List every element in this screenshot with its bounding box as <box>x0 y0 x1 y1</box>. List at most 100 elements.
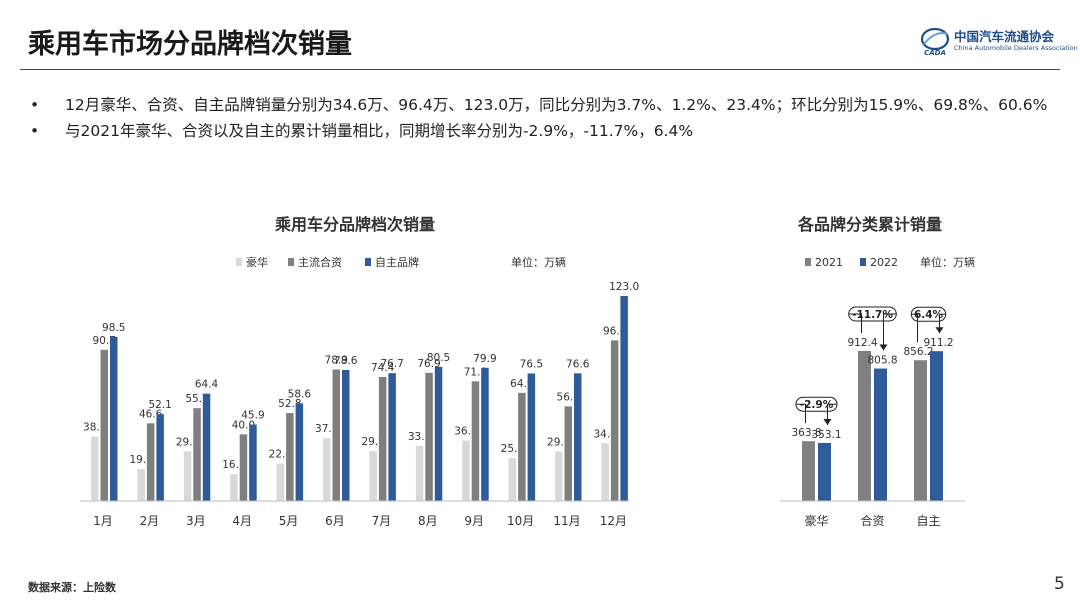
growth-label: -2.9% <box>800 399 834 411</box>
data-label: 64.4 <box>195 379 219 391</box>
x-tick-label: 9月 <box>464 514 484 528</box>
bar <box>434 366 443 501</box>
bar <box>332 369 340 501</box>
legend-label: 主流合资 <box>298 255 342 269</box>
bar <box>91 436 99 501</box>
data-label: 78.6 <box>334 355 358 367</box>
growth-bracket <box>911 313 918 343</box>
bullet-item: 12月豪华、合资、自主品牌销量分别为34.6万、96.4万、123.0万，同比分… <box>30 92 1060 118</box>
growth-annotations: -2.9% -11.7% 6.4% <box>795 306 947 425</box>
bar <box>369 451 377 501</box>
x-tick-label: 6月 <box>325 514 345 528</box>
x-tick-label: 12月 <box>600 514 627 528</box>
chart-legend: 2021 2022 <box>805 256 898 269</box>
bar <box>601 443 609 501</box>
bar <box>156 414 164 501</box>
bar <box>481 367 489 501</box>
legend-swatch <box>236 258 242 266</box>
x-tick-label: 豪华 <box>804 513 828 528</box>
bar <box>574 373 582 501</box>
chart-title: 乘用车分品牌档次销量 <box>274 215 435 234</box>
bar <box>193 408 201 501</box>
bar <box>110 336 118 501</box>
logo-mark: CADA <box>924 49 946 57</box>
bar <box>564 406 572 501</box>
data-label: 98.5 <box>102 322 125 334</box>
data-label: 353.1 <box>811 429 841 441</box>
x-tick-label: 自主 <box>916 514 940 528</box>
bar <box>527 373 536 501</box>
growth-box <box>910 306 947 322</box>
x-tick-label: 11月 <box>553 514 580 528</box>
legend-label: 豪华 <box>246 255 268 269</box>
bar <box>183 451 192 501</box>
bar <box>146 423 155 501</box>
bar <box>425 372 433 501</box>
chart-bars: 38.690.798.519.246.652.129.855.764.416.1… <box>83 281 639 501</box>
chart-legend: 豪华 主流合资 自主品牌 <box>236 255 419 269</box>
data-label: 76.6 <box>566 358 590 370</box>
bar <box>249 424 257 501</box>
growth-bracket <box>827 403 837 425</box>
growth-label: 6.4% <box>914 309 944 321</box>
cumulative-sales-chart: 各品牌分类累计销量 2021 2022 单位：万辆 363.8 353.1 912.4… <box>765 205 1015 544</box>
x-axis-ticks: 豪华 合资 自主 <box>804 513 940 528</box>
data-label: 45.9 <box>241 410 264 422</box>
bar <box>620 296 628 501</box>
legend-swatch <box>805 258 811 266</box>
bar <box>415 445 424 501</box>
data-source: 数据来源：上险数 <box>28 581 116 594</box>
data-label: 58.6 <box>288 388 312 400</box>
title-divider <box>20 69 1060 70</box>
bar <box>323 438 331 501</box>
x-axis-ticks: 1月 2月 3月 4月 5月 6月 7月 8月 9月 10月 11月 12月 <box>93 514 627 528</box>
x-tick-label: 5月 <box>279 514 299 528</box>
bar <box>610 340 619 501</box>
monthly-sales-chart: 乘用车分品牌档次销量 豪华 主流合资 自主品牌 单位：万辆 38.6 90.7 98.5… <box>60 205 660 544</box>
legend-swatch <box>860 258 866 266</box>
growth-bracket <box>796 403 806 424</box>
bar <box>378 377 387 501</box>
legend-label: 2022 <box>870 256 898 269</box>
x-tick-label: 8月 <box>418 514 438 528</box>
bullet-list: 12月豪华、合资、自主品牌销量分别为34.6万、96.4万、123.0万，同比分… <box>30 92 1060 144</box>
bar <box>276 463 285 501</box>
growth-arrow-icon <box>879 344 888 351</box>
x-tick-label: 3月 <box>186 514 206 528</box>
page-title: 乘用车市场分品牌档次销量 <box>28 29 352 60</box>
legend-label: 2021 <box>815 256 843 269</box>
bar <box>137 469 145 501</box>
data-label: 856.2 <box>903 346 933 358</box>
bar <box>874 368 887 501</box>
growth-bracket <box>939 313 946 334</box>
page-number: 5 <box>1054 574 1065 594</box>
bar <box>230 474 238 501</box>
data-label: 76.5 <box>520 359 543 371</box>
data-label: 912.4 <box>847 337 877 349</box>
growth-label: -11.7% <box>852 309 893 321</box>
bar <box>930 351 943 501</box>
legend-swatch <box>288 258 294 266</box>
data-label: 911.2 <box>923 337 953 349</box>
data-label: 76.9 <box>417 358 440 370</box>
logo: CADA 中国汽车流通协会 China Automobile Dealers A… <box>918 24 1078 58</box>
x-tick-label: 7月 <box>372 514 392 528</box>
bar <box>802 441 815 501</box>
x-tick-label: 1月 <box>93 514 113 528</box>
bar <box>508 458 517 501</box>
x-tick-label: 2月 <box>140 514 160 528</box>
bar <box>239 434 248 501</box>
chart-unit: 单位：万辆 <box>920 255 975 269</box>
x-tick-label: 4月 <box>232 514 252 528</box>
data-label: 76.7 <box>380 358 403 370</box>
data-label: 78.9 <box>325 355 348 367</box>
x-tick-label: 10月 <box>507 514 534 528</box>
legend-label: 自主品牌 <box>375 255 419 269</box>
bar <box>858 351 871 501</box>
growth-annotation: 6.4% <box>910 306 947 343</box>
bar <box>100 349 108 501</box>
data-label: 74.4 <box>371 362 395 374</box>
bar <box>518 392 526 501</box>
